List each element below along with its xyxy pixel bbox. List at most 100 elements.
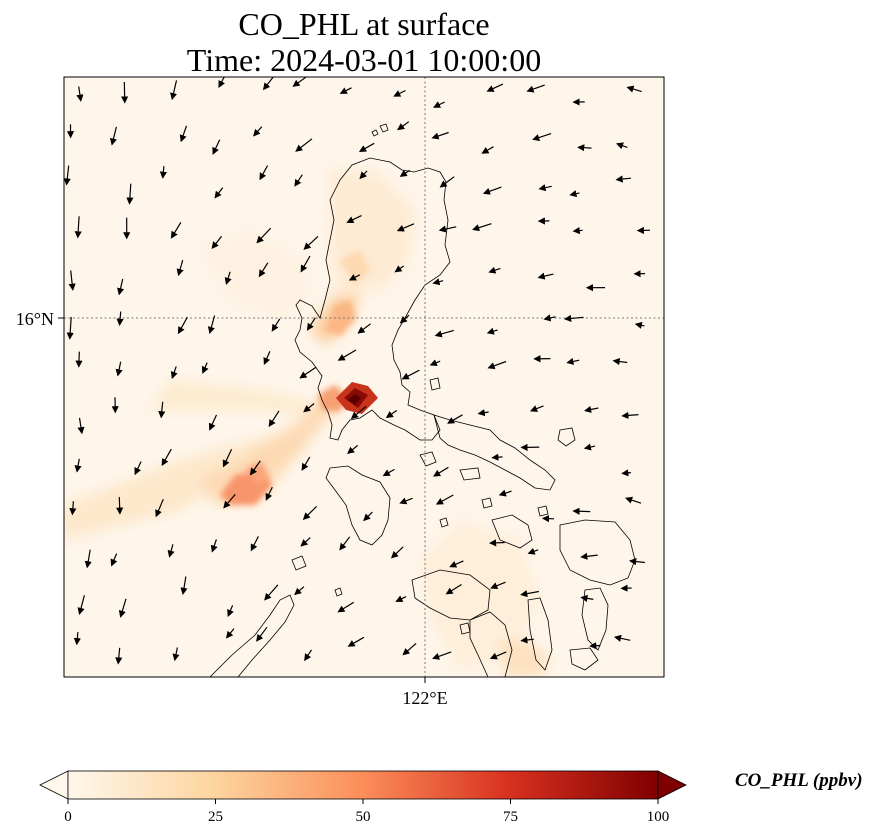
- wind-vector: [490, 581, 506, 590]
- wind-vector: [429, 359, 441, 367]
- wind-vector: [482, 186, 502, 195]
- island-polillo: [429, 377, 441, 391]
- chart-title: CO_PHL at surface: [238, 6, 490, 42]
- wind-vector: [300, 537, 311, 547]
- wind-vector: [77, 595, 85, 615]
- wind-vector: [68, 270, 76, 291]
- wind-vector: [76, 86, 84, 102]
- map-frame: [63, 76, 665, 678]
- wind-vector: [399, 314, 410, 324]
- wind-vector: [537, 272, 554, 280]
- wind-vector: [225, 628, 235, 639]
- wind-vector: [74, 216, 82, 239]
- wind-vector: [177, 316, 188, 335]
- wind-vector: [491, 453, 503, 461]
- wind-vector: [117, 278, 125, 296]
- wind-vector: [337, 601, 355, 613]
- wind-vector: [250, 536, 259, 552]
- wind-vector: [397, 121, 410, 131]
- colorbar-tick-label: 75: [503, 809, 518, 825]
- map-area: [64, 77, 664, 677]
- wind-vector: [527, 547, 539, 555]
- wind-vector: [589, 642, 601, 650]
- wind-vector: [399, 497, 413, 505]
- map-background: [64, 77, 664, 677]
- wind-vector: [569, 190, 580, 198]
- wind-vector: [584, 405, 599, 413]
- colorbar-ticks: 0 25 50 75 100: [64, 799, 669, 825]
- wind-vector: [75, 351, 83, 368]
- wind-vector: [109, 126, 117, 146]
- wind-vector: [158, 401, 166, 419]
- wind-vector: [179, 125, 188, 143]
- island-calamian: [291, 555, 307, 571]
- wind-vector: [214, 187, 224, 199]
- wind-vector: [402, 642, 417, 656]
- masbate-coastline: [491, 514, 533, 549]
- manila-hotspot: [336, 382, 378, 414]
- colorbar-gradient: [67, 770, 659, 800]
- wind-vector: [357, 323, 371, 334]
- wind-vector: [358, 142, 375, 152]
- wind-vector: [543, 314, 556, 322]
- wind-vector: [302, 505, 318, 520]
- wind-vector: [161, 448, 172, 467]
- wind-vector: [431, 131, 449, 140]
- wind-vector: [299, 366, 317, 379]
- wind-vector: [66, 316, 74, 340]
- wind-vector: [303, 403, 315, 413]
- wind-vector: [401, 369, 420, 380]
- wind-vector: [621, 469, 631, 477]
- wind-vector: [223, 493, 236, 509]
- wind-vector: [346, 215, 362, 223]
- wind-vector: [304, 649, 313, 662]
- wind-vector: [134, 461, 142, 476]
- wind-vector: [84, 549, 92, 569]
- bicol-coastline: [433, 414, 556, 491]
- island-catanduanes: [557, 427, 576, 447]
- wind-vector: [489, 651, 507, 660]
- colorbar-tick-label: 100: [647, 809, 670, 825]
- wind-vector: [393, 89, 406, 97]
- wind-vector: [256, 227, 272, 244]
- colorbar-tick-label: 50: [356, 809, 371, 825]
- wind-vector: [201, 362, 209, 374]
- wind-vector: [170, 366, 178, 380]
- wind-vector: [170, 80, 178, 101]
- colorbar-extend-max: [657, 770, 687, 800]
- wind-vector: [264, 584, 279, 601]
- wind-vector: [172, 647, 180, 662]
- negros-coastline: [469, 611, 513, 677]
- island-ticao: [537, 505, 549, 517]
- hotspot-cells: [220, 250, 370, 505]
- wind-vector: [167, 544, 175, 558]
- wind-vector: [268, 410, 280, 428]
- wind-vector: [432, 278, 444, 286]
- wind-vector: [363, 511, 373, 522]
- wind-vector: [64, 165, 71, 186]
- wind-vector: [529, 405, 544, 412]
- samar-coastline: [559, 519, 636, 586]
- island-sibuyan: [481, 497, 493, 509]
- wind-vector: [498, 489, 512, 497]
- wind-vector: [116, 496, 124, 515]
- wind-vector: [435, 494, 454, 505]
- wind-vector: [564, 314, 584, 323]
- wind-vector: [73, 632, 81, 646]
- wind-vector: [263, 351, 271, 365]
- wind-vector: [477, 409, 489, 417]
- wind-vector: [337, 349, 357, 361]
- wind-vector: [520, 636, 534, 644]
- island-marinduque: [419, 451, 437, 467]
- wind-vector: [432, 651, 452, 660]
- island-guimaras: [459, 622, 471, 635]
- leyte-coastline: [581, 587, 609, 651]
- wind-vector: [538, 184, 552, 192]
- wind-vector: [294, 174, 303, 187]
- wind-vector: [292, 77, 308, 87]
- wind-vector: [433, 101, 445, 108]
- wind-vector: [526, 84, 545, 93]
- wind-vector: [262, 77, 274, 91]
- wind-vector: [359, 170, 368, 180]
- wind-vector: [222, 449, 233, 468]
